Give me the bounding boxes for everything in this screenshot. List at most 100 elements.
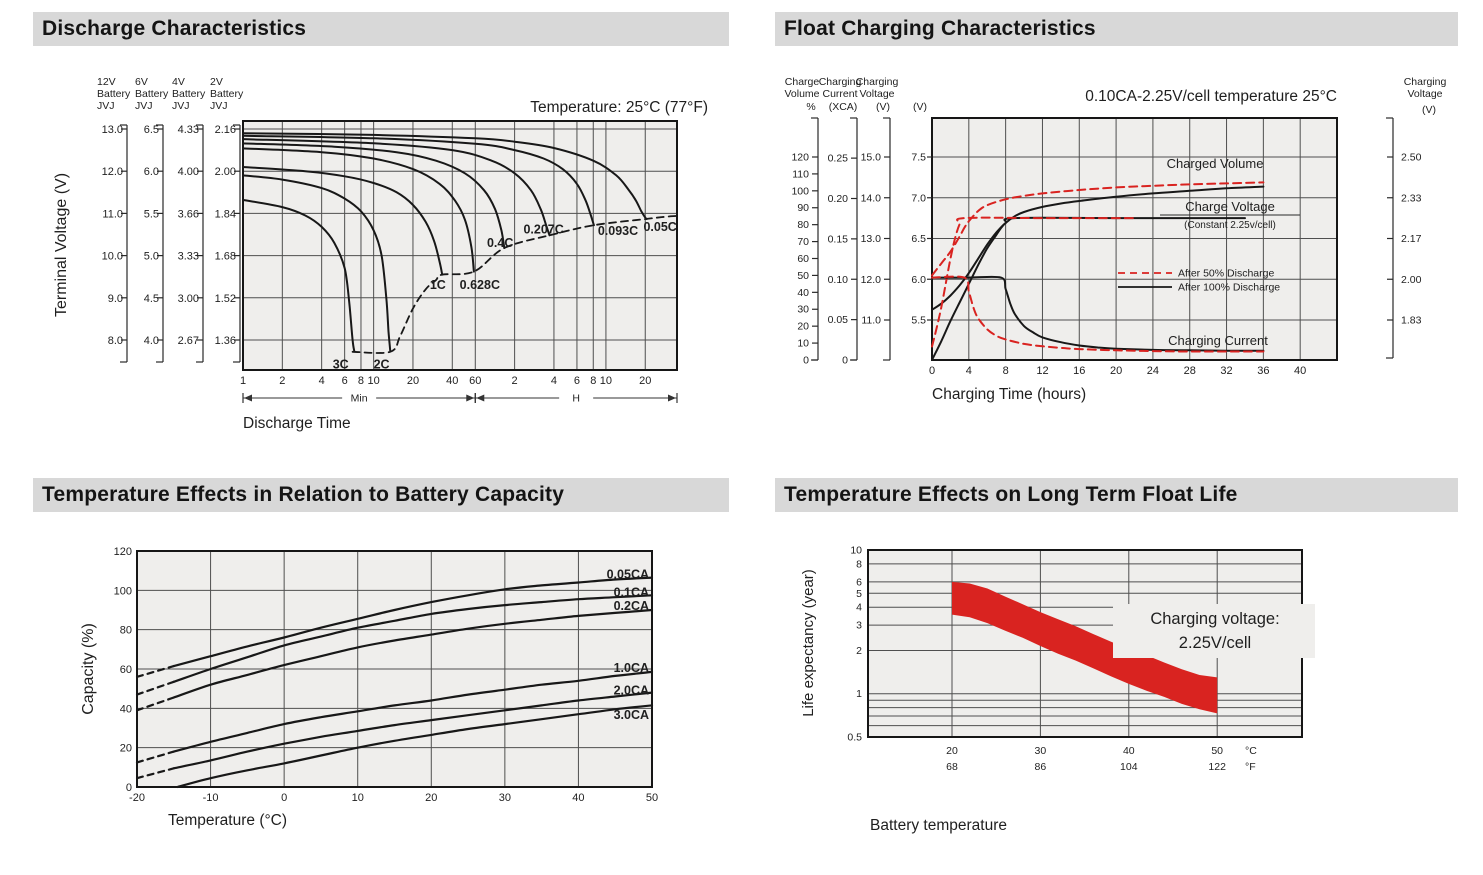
x-unit-fahrenheit: °F [1245,761,1256,773]
rate-label: 0.2CA [614,599,649,613]
scale-header: JVJ [172,100,190,112]
x-tick-label: 10 [352,792,364,804]
section-header-temp-capacity: Temperature Effects in Relation to Batte… [33,478,729,512]
y-tick-label: 4 [856,602,862,614]
x-tick-label: 20 [639,375,651,387]
y-tick-label: 0.05 [828,314,849,326]
x-tick-label: 12 [1036,365,1048,377]
right-axis-header: Voltage [1407,88,1442,100]
right-tick-label: 2.00 [1401,274,1422,286]
y-tick-label: 6.0 [911,274,926,286]
annotation-charge-voltage: Charge Voltage [1185,199,1275,214]
legend-label: After 100% Discharge [1178,282,1280,294]
series-3C [242,198,356,352]
y-tick-label: 0 [842,355,848,367]
x-tick-label: 50 [646,792,658,804]
x-tick-label: 20 [1110,365,1122,377]
y-tick-label: 9.0 [108,293,123,305]
axis-unit: (V) [913,101,927,113]
x-tick-label: 28 [1184,365,1196,377]
scale-header: 4V [172,76,185,88]
y-tick-label: 2.00 [215,166,236,178]
y-tick-label: 80 [797,219,809,231]
y-tick-label: 2.16 [215,124,236,136]
y-tick-label: 0.5 [847,732,862,744]
series-1C [242,165,444,276]
scale-header: Battery [135,88,169,100]
x-tick-label: 36 [1257,365,1269,377]
section-title-float-life: Temperature Effects on Long Term Float L… [784,483,1238,506]
y-tick-label: 30 [797,304,809,316]
series-0.093C [242,134,595,227]
series-charging-current-50 [931,275,1265,353]
x-tick-label-c: 40 [1123,745,1135,757]
x-tick-label: 2 [279,375,285,387]
series-0.628C [242,147,475,273]
rate-label: 3.0CA [614,708,649,722]
arrow-right-icon [668,394,676,402]
right-tick-label: 2.33 [1401,192,1422,204]
float-life-section: Temperature Effects on Long Term Float L… [775,478,1458,868]
arrow-right-icon [466,394,475,402]
y-tick-label: 3 [856,620,862,632]
x-tick-label: 16 [1073,365,1085,377]
y-tick-label: 120 [791,151,809,163]
x-tick-label: 4 [319,375,325,387]
scale-header: JVJ [135,100,153,112]
scale-header: 6V [135,76,148,88]
annotation-constant: (Constant 2.25v/cell) [1184,220,1276,231]
x-tick-label-f: 104 [1120,761,1138,773]
y-tick-label: 1.84 [215,208,236,220]
y-tick-label: 50 [797,270,809,282]
section-title-discharge: Discharge Characteristics [42,17,307,40]
section-header-float-charging: Float Charging Characteristics [775,12,1458,46]
y-tick-label: 6.0 [144,166,159,178]
y-tick-label: 6 [856,576,862,588]
x-tick-label: -20 [129,792,145,804]
series-0.2CA-dashed [135,696,175,712]
y-tick-label: 4.00 [178,166,199,178]
scale-header: 2V [210,76,223,88]
axis-header: Charge [785,76,820,88]
x-tick-label: 40 [446,375,458,387]
y-tick-label: 70 [797,236,809,248]
y-tick-label: 8 [856,558,862,570]
y-tick-label: 0.20 [828,193,849,205]
series-charged-volume-100 [931,185,1265,361]
plot-border [242,120,678,371]
y-tick-label: 120 [114,546,132,558]
series-charging-current-100 [931,275,1265,352]
x-tick-label: 10 [368,375,380,387]
y-tick-label: 2.67 [178,335,199,347]
y-tick-label: 3.33 [178,251,199,263]
float-life-chart: Charging voltage:2.25V/cell1086543210.52… [800,545,1315,834]
y-tick-label: 4.5 [144,293,159,305]
x-tick-label-c: 30 [1035,745,1047,757]
rate-label: 0.207C [523,222,563,236]
annotation-charging-current: Charging Current [1168,333,1268,348]
right-tick-label: 1.83 [1401,315,1422,327]
axis-header: Current [822,88,857,100]
x-tick-label: 30 [499,792,511,804]
rate-label: 0.093C [598,224,638,238]
x-axis-label: Battery temperature [870,817,1007,834]
x-tick-label: -10 [203,792,219,804]
temp-capacity-section: Temperature Effects in Relation to Batte… [33,478,729,868]
series-0.4C [242,142,506,249]
y-tick-label: 60 [797,253,809,265]
section-title-temp-capacity: Temperature Effects in Relation to Batte… [42,483,565,506]
y-tick-label: 10.0 [102,251,123,263]
float-charging-section: Float Charging Characteristics [775,12,1458,470]
y-tick-label: 1.52 [215,293,236,305]
annotation-charging-voltage: 2.25V/cell [1179,634,1251,652]
x-tick-label: 8 [590,375,596,387]
chart-title-note: 0.10CA-2.25V/cell temperature 25°C [1085,88,1337,105]
y-tick-label: 60 [120,664,132,676]
section-title-float-charging: Float Charging Characteristics [784,17,1096,40]
series-2C [242,174,392,352]
y-tick-label: 20 [120,743,132,755]
y-tick-label: 11.0 [102,208,123,220]
legend-label: After 50% Discharge [1178,268,1274,280]
x-tick-label: 40 [572,792,584,804]
series-0.207C [242,138,551,237]
